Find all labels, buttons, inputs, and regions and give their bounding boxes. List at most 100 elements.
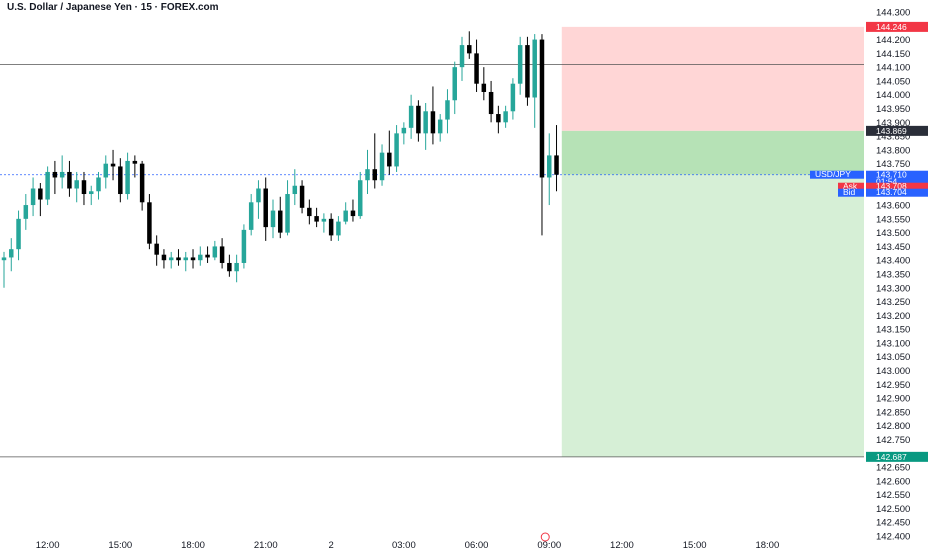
y-tick-label: 142.850 — [876, 407, 910, 418]
candle-body — [30, 188, 36, 206]
entry-tag: 143.869 — [876, 126, 907, 136]
x-tick-label: 15:00 — [108, 540, 132, 550]
candle-body — [532, 39, 537, 98]
x-tick-label: 2 — [329, 540, 334, 550]
y-tick-label: 142.800 — [876, 421, 910, 432]
candle-body — [81, 180, 87, 195]
y-tick-label: 142.900 — [876, 394, 910, 405]
y-tick-label: 143.000 — [876, 366, 910, 377]
stop-loss-tag-bg — [866, 21, 928, 32]
symbol-tag-bg — [810, 170, 864, 179]
y-tick-label: 142.450 — [876, 518, 910, 529]
bid-price: 143.704 — [876, 187, 907, 197]
chart-title: U.S. Dollar / Japanese Yen · 15 · FOREX.… — [7, 2, 219, 13]
candle-body — [38, 188, 43, 200]
candle-body — [547, 155, 552, 178]
candle-body — [299, 185, 305, 208]
candle-body — [517, 45, 523, 84]
candle-body — [23, 205, 29, 219]
candle-body — [132, 160, 138, 164]
y-tick-label: 142.400 — [876, 532, 910, 543]
candle-body — [387, 152, 392, 167]
candle-body — [59, 171, 65, 178]
x-tick-label: 12:00 — [610, 540, 634, 550]
candle-body — [343, 210, 348, 222]
y-tick-label: 144.000 — [876, 90, 910, 101]
candle-body — [45, 171, 50, 200]
y-tick-label: 142.550 — [876, 490, 910, 501]
stop-loss-zone — [561, 26, 864, 131]
y-tick-label: 143.900 — [876, 118, 910, 129]
candle-body — [227, 262, 232, 272]
x-tick-label: 12:00 — [36, 540, 60, 550]
candle-body — [16, 218, 21, 250]
y-tick-label: 143.850 — [876, 132, 910, 143]
y-tick-label: 143.550 — [876, 214, 910, 225]
symbol-tag: USD/JPY — [815, 169, 851, 179]
candle-body — [118, 166, 123, 195]
y-tick-label: 144.050 — [876, 76, 910, 87]
x-tick-label: 18:00 — [181, 540, 205, 550]
candle-body — [219, 246, 225, 263]
candle-body — [365, 169, 370, 181]
candle-body — [154, 243, 159, 255]
candle-body — [554, 155, 559, 175]
ask-price: 143.708 — [876, 181, 907, 191]
y-tick-label: 144.150 — [876, 49, 910, 60]
ask-label-bg — [838, 182, 864, 191]
candle-body — [205, 254, 210, 258]
candle-body — [212, 246, 218, 258]
candle-body — [74, 180, 79, 189]
y-tick-label: 144.200 — [876, 35, 910, 46]
y-tick-label: 142.750 — [876, 435, 910, 446]
candle-body — [503, 111, 508, 123]
candle-body — [416, 105, 421, 134]
stop-loss-tag: 144.246 — [876, 22, 907, 32]
y-tick-label: 143.250 — [876, 297, 910, 308]
candle-body — [263, 188, 268, 228]
candle-body — [168, 257, 174, 261]
candle-body — [496, 114, 501, 123]
candle-body — [314, 216, 319, 222]
y-tick-label: 143.450 — [876, 242, 910, 253]
candle-body — [459, 45, 465, 68]
y-tick-label: 142.600 — [876, 476, 910, 487]
candle-body — [445, 100, 450, 120]
candle-body — [198, 254, 203, 261]
candle-body — [110, 163, 116, 167]
countdown-tag: 01:54 — [876, 177, 898, 187]
candle-body — [285, 194, 290, 233]
take-profit-tag: 142.687 — [876, 452, 907, 462]
y-tick-label: 143.400 — [876, 256, 910, 267]
y-tick-label: 143.300 — [876, 283, 910, 294]
x-tick-label: 03:00 — [392, 540, 416, 550]
take-profit-zone — [561, 174, 864, 457]
bid-price-bg — [866, 188, 928, 197]
y-tick-label: 143.050 — [876, 352, 910, 363]
y-tick-label: 143.200 — [876, 311, 910, 322]
take-profit-tag-bg — [866, 451, 928, 462]
candle-body — [357, 180, 363, 217]
x-tick-label: 18:00 — [755, 540, 779, 550]
candle-body — [125, 160, 130, 195]
candle-body — [241, 229, 247, 263]
y-tick-label: 144.300 — [876, 8, 910, 19]
candle-body — [379, 152, 385, 181]
candle-body — [437, 119, 443, 134]
candle-body — [176, 257, 181, 261]
candle-body — [52, 171, 58, 178]
candle-body — [161, 254, 167, 261]
y-tick-label: 143.600 — [876, 201, 910, 212]
x-tick-label: 15:00 — [683, 540, 707, 550]
candle-body — [248, 202, 254, 230]
candle-body — [139, 163, 145, 203]
candle-body — [467, 45, 472, 54]
ask-price-bg — [866, 182, 928, 191]
current-price-tag: 143.710 — [876, 170, 907, 180]
candle-body — [394, 133, 399, 167]
candle-body — [408, 105, 414, 128]
candle-body — [307, 207, 312, 217]
candle-body — [292, 185, 298, 195]
